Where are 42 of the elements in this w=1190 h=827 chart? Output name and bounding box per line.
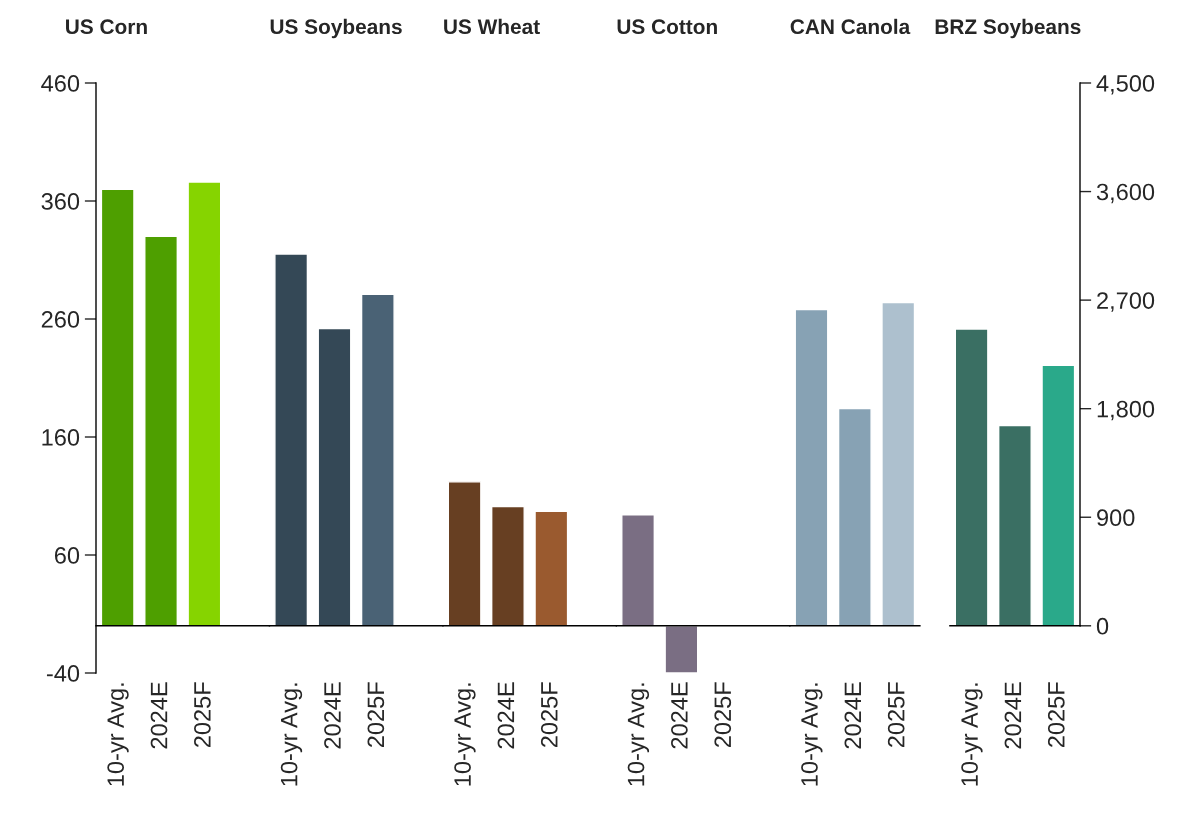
chart-title: US Cotton [617,19,717,35]
chart-title: US Soybeans [270,18,402,39]
y-tick-label: 60 [54,547,80,564]
y-tick-label: 360 [41,193,80,210]
bar [144,235,179,627]
chart-title: CAN Canola [790,18,911,35]
y-tick-label: 460 [41,75,80,92]
x-tick-label: 2025F [1047,682,1065,748]
y-tick-label: 260 [41,311,80,328]
x-tick-label: 2025F [714,682,732,748]
y2-tick-label: 2,700 [1097,292,1155,312]
x-tick-label: 2025F [887,682,905,748]
x-tick-label: 2024E [844,682,862,749]
x-tick-label: 2025F [194,682,211,748]
bar [100,188,135,627]
bar [1041,364,1076,626]
y2-tick-label: 1,800 [1097,400,1155,421]
y-tick-label: -40 [46,665,80,682]
y2-tick-label: 0 [1096,617,1109,635]
y2-tick-label: 3,600 [1096,183,1155,204]
bar [187,181,222,627]
x-tick-label: 2024E [1004,682,1022,749]
chart-title: BRZ Soybeans [935,18,1081,39]
x-tick-label: 2024E [671,682,688,749]
x-tick-label: 2025F [540,682,558,748]
chart-title: US Corn [66,19,147,35]
x-tick-label: 10-yr Avg. [627,683,650,786]
x-tick-label: 10-yr Avg. [961,683,983,786]
x-tick-label: 2024E [324,682,341,749]
x-tick-label: 2024E [150,682,168,749]
chart-title: US Wheat [444,18,540,35]
x-tick-label: 10-yr Avg. [280,683,303,786]
x-tick-label: 10-yr Avg. [454,683,476,786]
y2-tick-label: 900 [1097,509,1135,527]
y-tick-label: 160 [42,429,80,446]
x-tick-label: 10-yr Avg. [107,683,129,786]
bar [954,328,989,626]
x-tick-label: 2025F [367,682,385,748]
x-tick-label: 2024E [497,682,515,749]
y2-tick-label: 4,500 [1096,75,1155,95]
bar [997,424,1032,626]
x-tick-label: 10-yr Avg. [801,683,823,786]
